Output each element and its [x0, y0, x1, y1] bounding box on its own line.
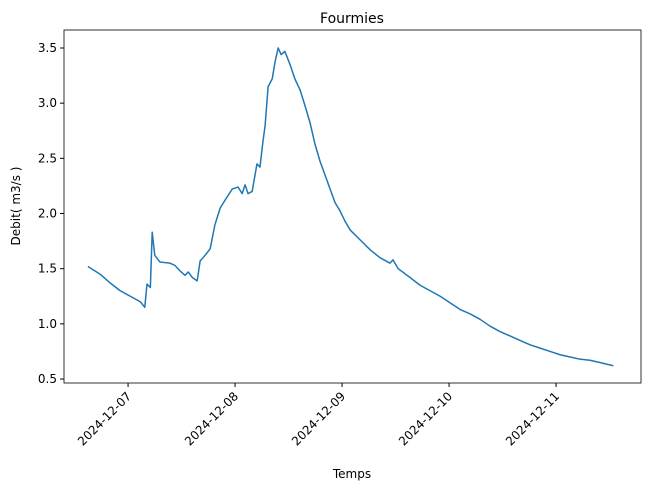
y-tick-label: 2.5	[38, 151, 57, 165]
data-line	[87, 47, 614, 367]
y-tick-label: 3.5	[38, 41, 57, 55]
y-tick-label: 3.0	[38, 96, 57, 110]
x-axis-label: Temps	[332, 467, 371, 481]
y-tick-label: 0.5	[38, 372, 57, 386]
chart-title: Fourmies	[320, 11, 384, 27]
y-tick-label: 2.0	[38, 207, 57, 221]
y-tick-label: 1.0	[38, 317, 57, 331]
y-axis-label: Debit( m3/s )	[9, 167, 23, 246]
y-tick-label: 1.5	[38, 262, 57, 276]
plot-frame	[63, 29, 642, 384]
